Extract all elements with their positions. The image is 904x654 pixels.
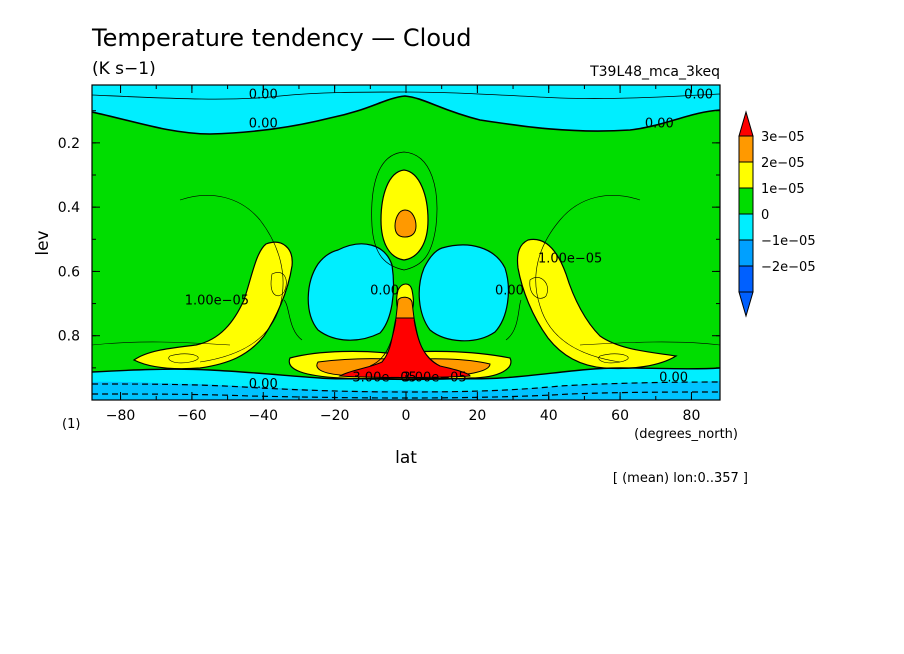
plot-area: 0.00 0.00 0.00 0.00 1.00e−05 1.00e−05 0.00 0.00… <box>92 85 720 400</box>
contour-label: 0.00 <box>645 117 674 132</box>
x-axis-label: lat <box>395 448 417 468</box>
contour-label: 1.00e−05 <box>538 252 602 267</box>
x-tick-label: −20 <box>320 408 350 424</box>
colorbar-label: 0 <box>761 208 769 223</box>
contour-label: 0.00 <box>249 117 278 132</box>
colorbar-swatch <box>739 266 753 292</box>
colorbar-label: −2e−05 <box>761 260 816 275</box>
x-tick-label: 0 <box>402 408 411 424</box>
chart-title: Temperature tendency — Cloud <box>91 24 471 52</box>
footnote-label: [ (mean) lon:0..357 ] <box>613 471 748 486</box>
x-units-label: (degrees_north) <box>634 427 738 442</box>
colorbar-swatch <box>739 188 753 214</box>
colorbar-swatch <box>739 136 753 162</box>
contour-label: 0.00 <box>659 371 688 386</box>
y-tick-label: 0.4 <box>58 200 80 216</box>
colorbar-label: 1e−05 <box>761 182 805 197</box>
colorbar: 3e−05 2e−05 1e−05 0 −1e−05 −2e−05 <box>739 112 816 316</box>
y-axis-label: lev <box>33 230 53 255</box>
colorbar-swatch <box>739 162 753 188</box>
x-tick-label: 20 <box>468 408 486 424</box>
contour-label: 3.00e−05 <box>402 371 466 386</box>
colorbar-swatch <box>739 240 753 266</box>
contour-label: 0.00 <box>684 88 713 103</box>
y-tick-label: 0.2 <box>58 136 80 152</box>
contour-label: 1.00e−05 <box>185 293 249 308</box>
contour-label: 0.00 <box>495 284 524 299</box>
positive-core-upper <box>395 210 416 237</box>
y-units-label: (1) <box>62 417 80 432</box>
x-tick-label: −80 <box>106 408 136 424</box>
y-tick-label: 0.8 <box>58 329 80 345</box>
positive-column-equator-core <box>396 297 414 318</box>
colorbar-bottom-arrow <box>739 292 753 316</box>
colorbar-label: 2e−05 <box>761 156 805 171</box>
x-tick-label: 40 <box>540 408 558 424</box>
colorbar-label: −1e−05 <box>761 234 816 249</box>
experiment-label: T39L48_mca_3keq <box>589 64 720 80</box>
x-tick-label: 80 <box>683 408 701 424</box>
y-tick-label: 0.6 <box>58 264 80 280</box>
x-tick-label: 60 <box>611 408 629 424</box>
colorbar-label: 3e−05 <box>761 130 805 145</box>
contour-label: 0.00 <box>370 284 399 299</box>
x-tick-label: −40 <box>248 408 278 424</box>
colorbar-swatch <box>739 214 753 240</box>
x-tick-label: −60 <box>177 408 207 424</box>
colorbar-top-arrow <box>739 112 753 136</box>
units-label: (K s−1) <box>92 59 156 79</box>
contour-label: 0.00 <box>249 377 278 392</box>
